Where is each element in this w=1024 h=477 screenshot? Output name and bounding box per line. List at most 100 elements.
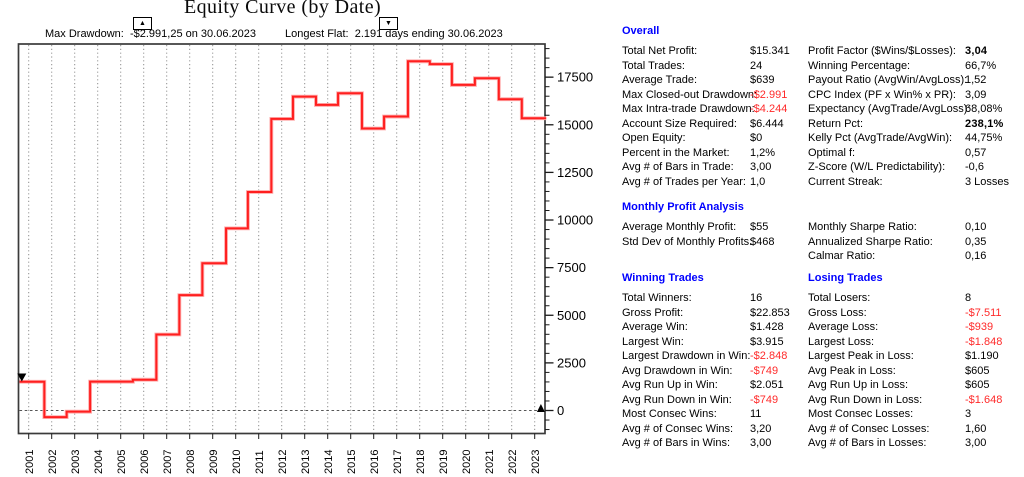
- statistics-panel: Overall Total Net Profit: $15.341 Total Tra…: [622, 25, 1024, 465]
- stat-value: 238,1%: [965, 117, 1004, 130]
- stat-row: Avg Drawdown in Win: -$749: [622, 365, 806, 380]
- stat-value: -$749: [750, 364, 779, 377]
- stat-label: Total Winners:: [622, 292, 692, 304]
- stat-row: Expectancy (AvgTrade/AvgLoss): 68,08%: [808, 103, 1024, 118]
- stat-value: $468: [750, 235, 775, 248]
- stat-label: Profit Factor ($Wins/$Losses):: [808, 45, 956, 57]
- stat-value: -$749: [750, 393, 779, 406]
- svg-text:2004: 2004: [93, 450, 105, 474]
- svg-text:2016: 2016: [369, 450, 381, 474]
- stats-column: Winning Trades Total Winners: 16 Gross Prof…: [622, 272, 806, 452]
- stat-value: 1,0: [750, 175, 766, 188]
- stat-row: Avg # of Consec Wins: 3,20: [622, 423, 806, 438]
- stat-row: Avg # of Bars in Losses: 3,00: [808, 437, 1024, 452]
- stats-column: Overall Total Net Profit: $15.341 Total Tra…: [622, 25, 806, 190]
- stat-value: 1,60: [965, 422, 987, 435]
- stat-label: Largest Drawdown in Win:: [622, 350, 751, 362]
- stat-row: CPC Index (PF x Win% x PR): 3,09: [808, 89, 1024, 104]
- max-drawdown-annotation: Max Drawdown: -$2.991,25 on 30.06.2023: [45, 28, 256, 40]
- stat-row: Most Consec Losses: 3: [808, 408, 1024, 423]
- stat-value: 3,00: [965, 437, 987, 449]
- stat-label: Avg # of Consec Losses:: [808, 422, 930, 435]
- stat-row: Return Pct: 238,1%: [808, 118, 1024, 133]
- section-header: [808, 201, 1024, 221]
- stat-label: Avg Run Down in Loss:: [808, 393, 923, 406]
- stat-row: Max Intra-trade Drawdown: -$4.244: [622, 103, 806, 118]
- stat-label: Largest Loss:: [808, 335, 875, 348]
- stat-value: -$1.648: [965, 393, 1003, 406]
- section-header: Losing Trades: [808, 272, 883, 284]
- stat-row: Profit Factor ($Wins/$Losses): 3,04: [808, 45, 1024, 60]
- stat-value: 1,2%: [750, 146, 776, 159]
- stat-label: Avg Run Up in Win:: [622, 379, 718, 391]
- stat-label: Gross Loss:: [808, 306, 867, 319]
- stat-row: Avg # of Trades per Year: 1,0: [622, 176, 806, 191]
- svg-text:2011: 2011: [254, 450, 266, 474]
- stat-value: 3,09: [965, 88, 987, 101]
- stat-value: 3: [965, 408, 972, 420]
- stat-label: Max Intra-trade Drawdown:: [622, 103, 755, 115]
- svg-text:12500: 12500: [557, 165, 593, 180]
- stat-value: $3.915: [750, 335, 784, 348]
- svg-text:2005: 2005: [116, 450, 128, 474]
- stat-row: Average Win: $1.428: [622, 321, 806, 336]
- stat-label: Avg # of Bars in Wins:: [622, 437, 731, 449]
- stat-label: Z-Score (W/L Predictability):: [808, 161, 946, 173]
- section-header: [808, 25, 1024, 45]
- svg-text:2018: 2018: [415, 450, 427, 474]
- stat-value: -$7.511: [965, 306, 1002, 319]
- stat-label: Return Pct:: [808, 117, 864, 130]
- stat-label: Avg # of Bars in Trade:: [622, 161, 734, 173]
- stat-value: 16: [750, 292, 763, 304]
- stat-row: Calmar Ratio: 0,16: [808, 250, 1024, 265]
- svg-text:2003: 2003: [70, 450, 82, 474]
- stat-value: -$2.848: [750, 350, 788, 362]
- svg-text:10000: 10000: [557, 213, 593, 228]
- stat-label: Avg Run Down in Win:: [622, 393, 732, 406]
- stats-column: Profit Factor ($Wins/$Losses): 3,04 Winnin…: [808, 25, 1024, 190]
- stat-row: Total Trades: 24: [622, 60, 806, 75]
- stat-label: Avg Drawdown in Win:: [622, 364, 733, 377]
- stat-label: Std Dev of Monthly Profits:: [622, 235, 753, 248]
- down-triangle-marker-icon: [17, 373, 27, 382]
- chart-title: Equity Curve (by Date): [183, 0, 382, 18]
- stat-row: Largest Win: $3.915: [622, 336, 806, 351]
- svg-text:2008: 2008: [185, 450, 197, 474]
- longest-flat-marker-icon: ▼: [379, 17, 398, 30]
- stat-label: Payout Ratio (AvgWin/AvgLoss):: [808, 74, 968, 86]
- stat-value: $22.853: [750, 306, 790, 319]
- stat-label: Average Monthly Profit:: [622, 221, 737, 233]
- svg-text:2019: 2019: [438, 450, 450, 474]
- stat-label: Largest Peak in Loss:: [808, 350, 914, 362]
- stat-value: -$1.848: [965, 335, 1003, 348]
- stat-row: Account Size Required: $6.444: [622, 118, 806, 133]
- stat-row: Avg # of Bars in Trade: 3,00: [622, 161, 806, 176]
- stat-row: Max Closed-out Drawdown: -$2.991: [622, 89, 806, 104]
- svg-text:2017: 2017: [392, 450, 404, 474]
- stat-label: Monthly Sharpe Ratio:: [808, 221, 917, 233]
- stat-row: Optimal f: 0,57: [808, 147, 1024, 162]
- stat-value: -$939: [965, 321, 994, 333]
- stat-value: 11: [750, 408, 762, 420]
- stat-value: 24: [750, 59, 763, 72]
- svg-text:0: 0: [557, 403, 564, 418]
- stat-row: Most Consec Wins: 11: [622, 408, 806, 423]
- stat-value: 3,04: [965, 45, 988, 57]
- stat-label: Optimal f:: [808, 146, 856, 159]
- svg-text:2500: 2500: [557, 355, 586, 370]
- stats-column: Monthly Profit Analysis Average Monthly P…: [622, 201, 806, 250]
- svg-text:2009: 2009: [208, 450, 220, 474]
- stat-row: Open Equity: $0: [622, 132, 806, 147]
- stat-row: Largest Loss: -$1.848: [808, 336, 1024, 351]
- svg-text:2012: 2012: [277, 450, 289, 474]
- svg-text:2002: 2002: [47, 450, 59, 474]
- stat-value: 3,20: [750, 422, 772, 435]
- stats-column: Monthly Sharpe Ratio: 0,10 Annualized Shar…: [808, 201, 1024, 265]
- max-drawdown-marker-icon: ▲: [133, 17, 152, 30]
- stat-row: Kelly Pct (AvgTrade/AvgWin): 44,75%: [808, 132, 1024, 147]
- svg-text:2022: 2022: [507, 450, 519, 474]
- stat-label: Percent in the Market:: [622, 146, 730, 159]
- stat-value: 1,52: [965, 74, 987, 86]
- svg-text:2021: 2021: [484, 450, 496, 474]
- stat-label: Average Trade:: [622, 74, 698, 86]
